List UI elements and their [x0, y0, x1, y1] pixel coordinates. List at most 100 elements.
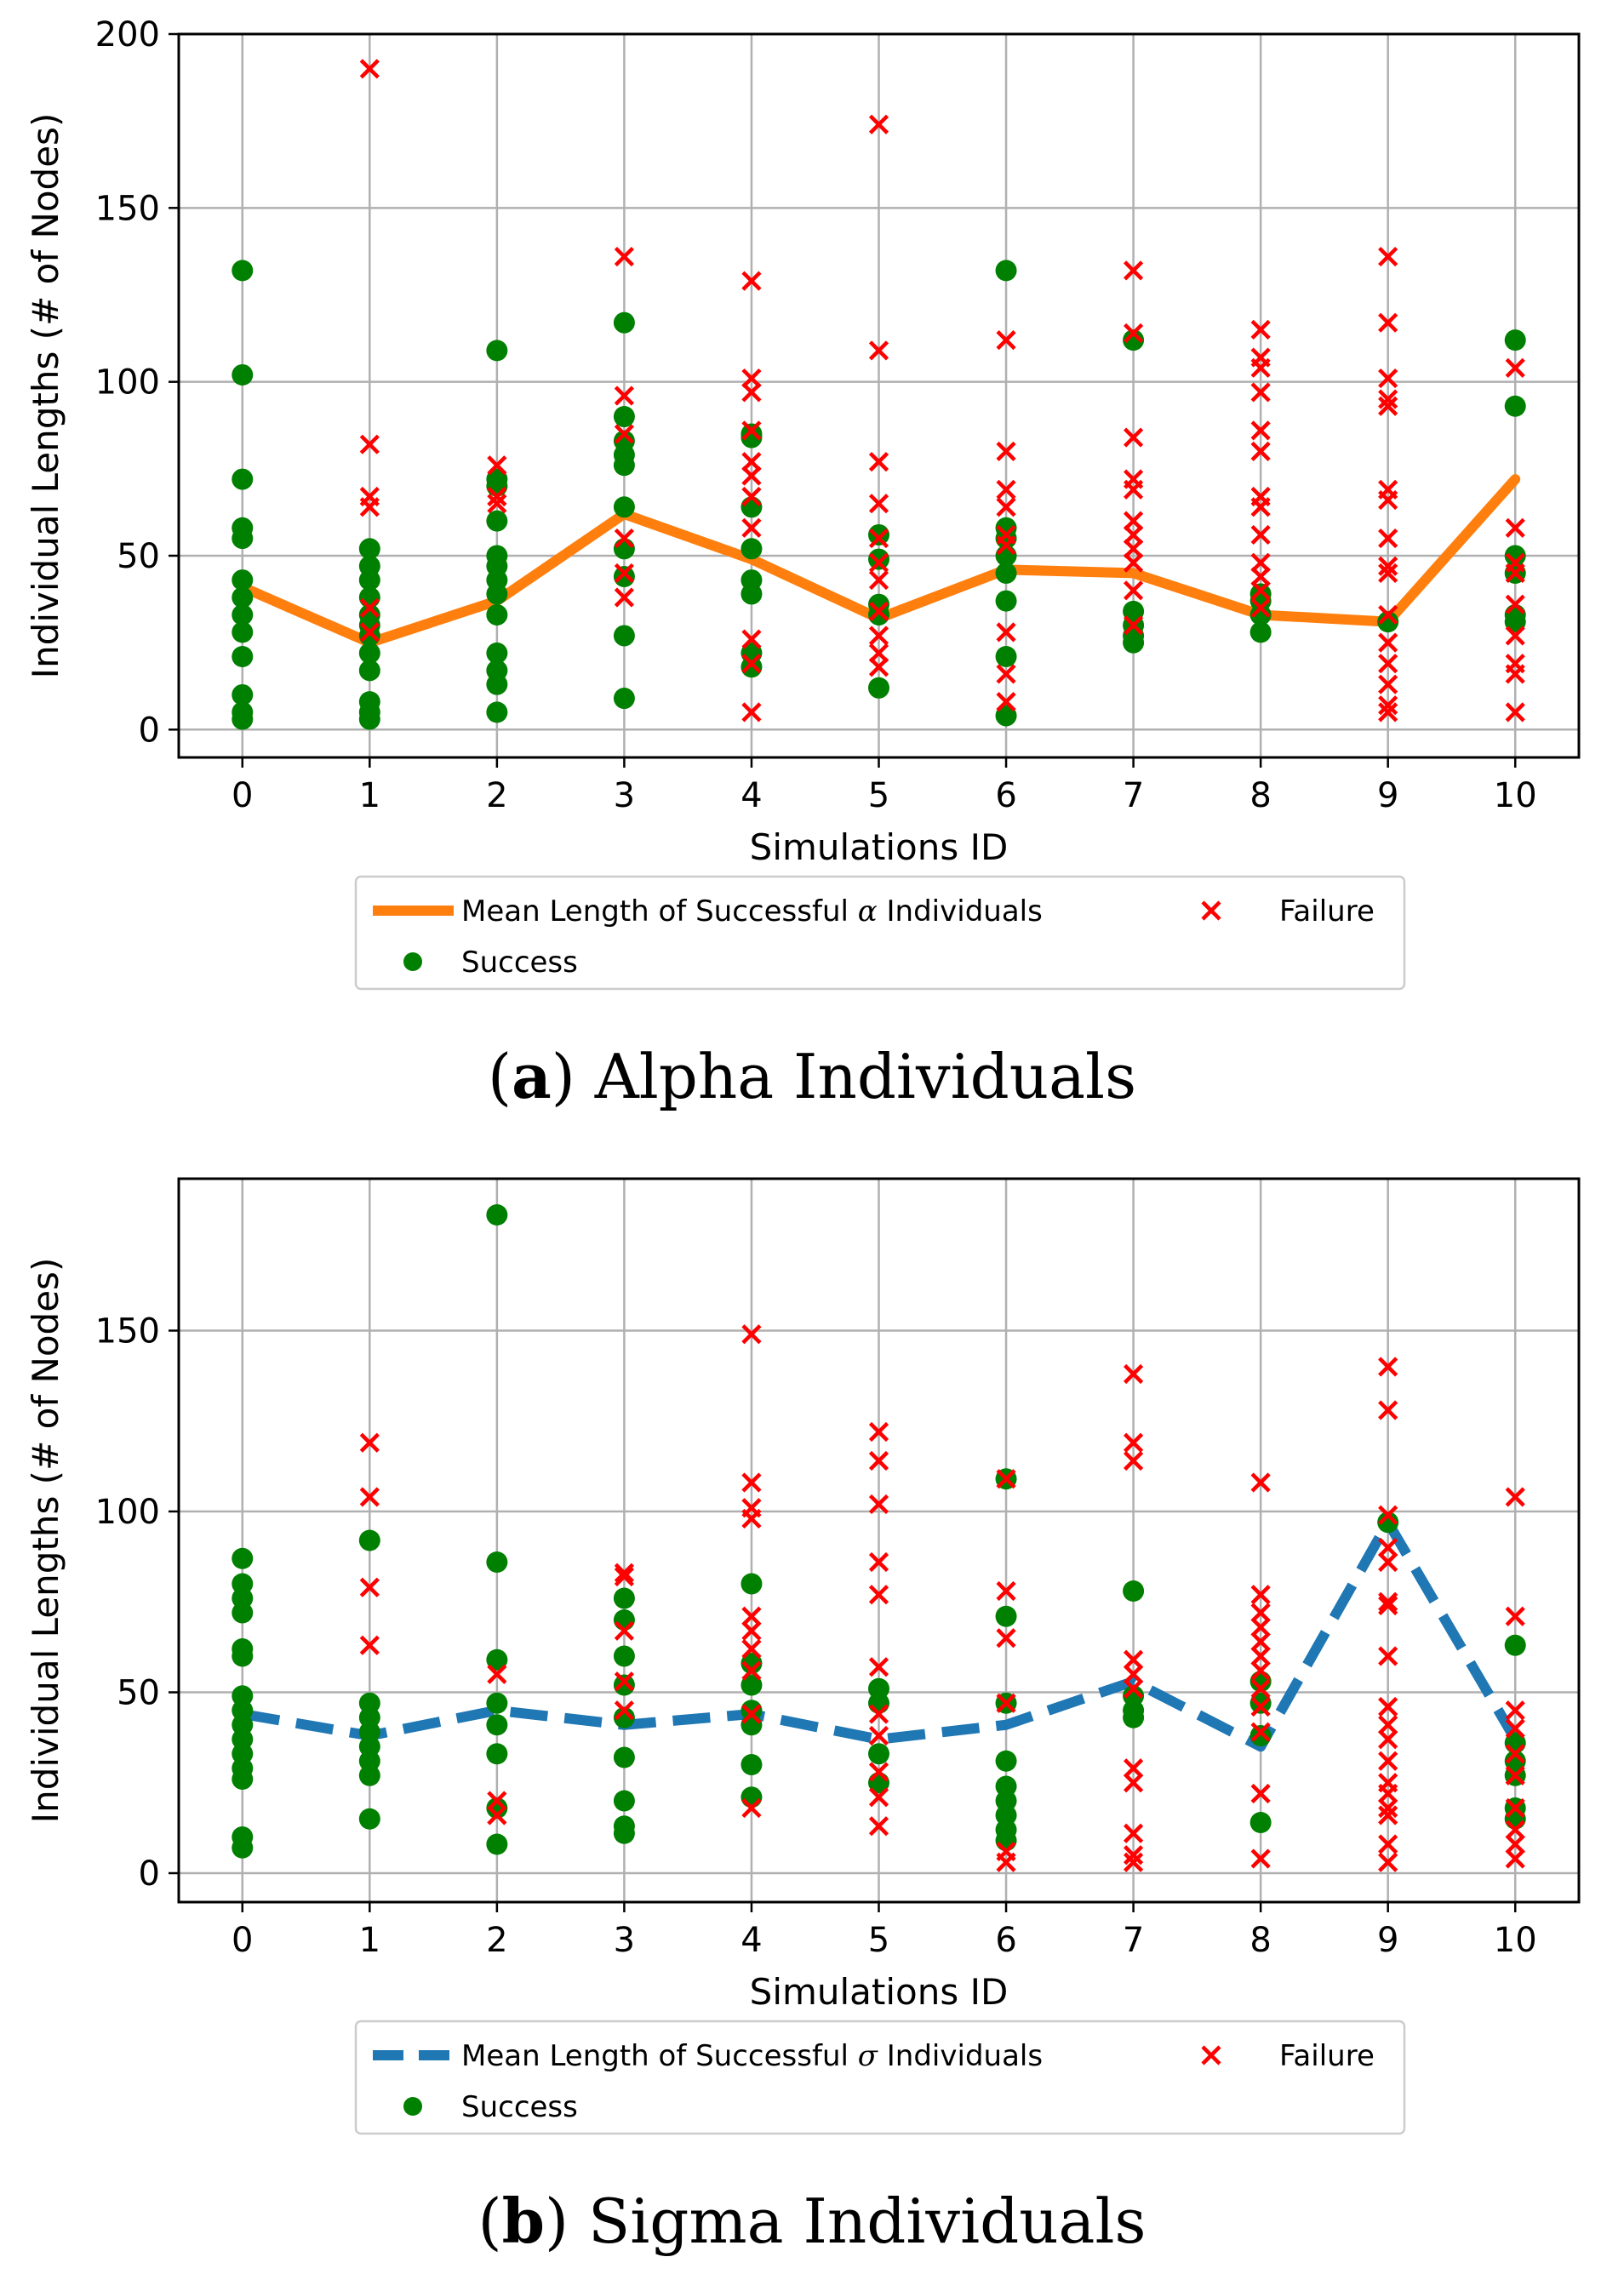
failure-point — [1250, 1472, 1271, 1493]
success-point — [613, 566, 635, 587]
failure-point — [1505, 1606, 1525, 1626]
failure-point — [359, 622, 380, 643]
x-tick-label: 9 — [1377, 1921, 1398, 1960]
success-point — [995, 562, 1017, 584]
failure-point — [741, 1324, 762, 1345]
success-point — [613, 1706, 635, 1728]
success-point — [1504, 545, 1526, 567]
failure-point — [741, 271, 762, 291]
success-point — [486, 1648, 508, 1671]
success-point — [995, 645, 1017, 667]
success-point — [358, 660, 380, 682]
success-point — [486, 1833, 508, 1855]
success-point — [613, 688, 635, 710]
failure-points — [359, 59, 1525, 723]
failure-point — [614, 1671, 634, 1692]
failure-point — [1378, 1591, 1398, 1612]
failure-point — [1378, 246, 1398, 267]
failure-point — [868, 452, 889, 472]
failure-points — [359, 1324, 1525, 1872]
legend-mean-label: Mean Length of Successful σ Individuals — [461, 2039, 1043, 2073]
success-point — [1504, 1634, 1526, 1656]
legend-mean-label-pre: Mean Length of Successful — [461, 2039, 858, 2073]
failure-point — [614, 1566, 634, 1587]
success-point — [486, 1797, 508, 1819]
failure-point — [1378, 1595, 1398, 1616]
failure-point — [1123, 1823, 1144, 1843]
success-point — [613, 1790, 635, 1812]
x-tick-label: 8 — [1249, 1921, 1271, 1960]
success-point — [486, 1714, 508, 1736]
failure-point — [868, 1725, 889, 1746]
success-point — [613, 1587, 635, 1609]
failure-point — [1505, 1797, 1525, 1819]
failure-point — [1123, 479, 1144, 500]
success-point — [741, 1786, 763, 1808]
failure-point — [868, 626, 889, 646]
y-axis-title: Individual Lengths (# of Nodes) — [25, 113, 66, 679]
x-tick-label: 3 — [614, 776, 635, 815]
legend-greek-symbol: α — [858, 894, 878, 928]
success-point — [486, 510, 508, 532]
failure-point — [1250, 524, 1271, 546]
failure-point — [741, 1508, 762, 1529]
success-point — [486, 1743, 508, 1765]
y-tick-label: 150 — [95, 1312, 160, 1351]
success-point — [741, 426, 763, 449]
y-tick-label: 100 — [95, 363, 160, 403]
success-point — [613, 311, 635, 334]
failure-point — [868, 1704, 889, 1724]
success-point — [1123, 631, 1145, 654]
success-point — [486, 1692, 508, 1714]
failure-point — [1123, 260, 1144, 281]
success-point — [995, 260, 1017, 282]
success-point — [1504, 1808, 1526, 1830]
legend-failure-marker — [1201, 2045, 1221, 2065]
failure-point — [1250, 1617, 1271, 1637]
failure-point — [614, 246, 634, 267]
failure-point — [868, 114, 889, 134]
failure-point — [996, 1580, 1016, 1602]
failure-point — [1250, 1678, 1271, 1699]
caption-close-paren: ) — [545, 2185, 588, 2257]
failure-point — [1378, 1783, 1398, 1804]
failure-point — [614, 1700, 634, 1721]
legend: Mean Length of Successful σ Individuals S… — [354, 2020, 1406, 2135]
success-point — [358, 708, 380, 730]
success-point — [1377, 1511, 1399, 1534]
success-point — [995, 705, 1017, 727]
failure-point — [868, 1657, 889, 1677]
failure-point — [1250, 441, 1271, 461]
legend-mean-label-post: Individuals — [878, 2039, 1043, 2073]
failure-point — [1378, 1551, 1398, 1573]
failure-point — [1505, 1700, 1525, 1721]
failure-point — [1123, 1450, 1144, 1471]
success-point — [868, 548, 889, 570]
failure-point — [996, 330, 1016, 351]
failure-point — [487, 1805, 507, 1825]
failure-point — [741, 702, 762, 723]
success-point — [741, 656, 763, 678]
failure-point — [1123, 580, 1144, 601]
caption-text: Sigma Individuals — [588, 2185, 1147, 2257]
failure-point — [1123, 1678, 1144, 1699]
failure-point — [996, 1628, 1016, 1648]
failure-point — [1505, 1487, 1525, 1507]
failure-point — [868, 528, 889, 549]
failure-point — [868, 657, 889, 677]
failure-point — [1378, 490, 1398, 511]
success-point — [613, 1674, 635, 1696]
failure-point — [996, 479, 1016, 500]
failure-point — [1378, 1505, 1398, 1525]
failure-point — [1123, 1664, 1144, 1684]
success-point — [868, 523, 889, 546]
failure-point — [1250, 580, 1271, 601]
failure-point — [614, 528, 634, 549]
failure-point — [741, 1797, 762, 1819]
failure-point — [1378, 674, 1398, 694]
failure-point — [1378, 1834, 1398, 1854]
failure-point — [1123, 1852, 1144, 1872]
success-point — [741, 1573, 763, 1595]
success-point — [741, 538, 763, 560]
